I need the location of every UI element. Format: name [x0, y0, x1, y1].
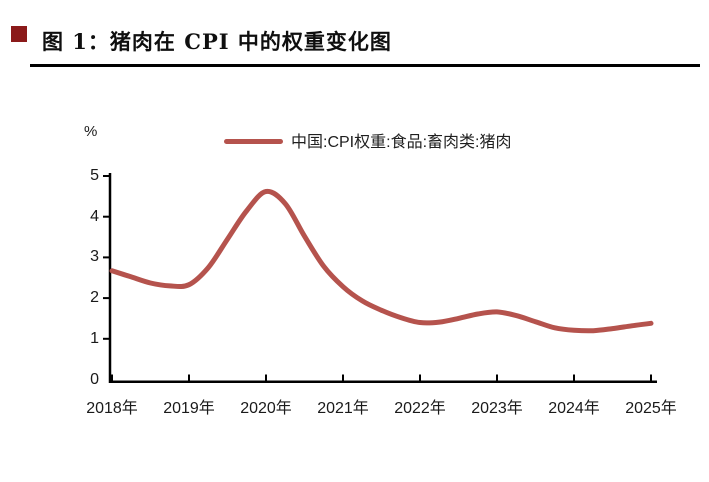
- x-tick-label: 2023年: [471, 400, 523, 417]
- y-tick-label: 0: [90, 370, 99, 388]
- x-tick-label: 2024年: [548, 400, 600, 417]
- legend-label: 中国:CPI权重:食品:畜肉类:猪肉: [291, 134, 512, 151]
- y-tick-label: 2: [90, 289, 99, 307]
- x-tick-label: 2018年: [86, 400, 138, 417]
- figure-title: 图 1：猪肉在 CPI 中的权重变化图: [42, 29, 392, 54]
- x-tick-label: 2025年: [625, 400, 677, 417]
- y-tick-label: 5: [90, 167, 99, 184]
- x-tick-label: 2021年: [317, 400, 369, 417]
- series-line-pork-cpi-weight: [109, 188, 654, 334]
- y-axis-unit-label: %: [84, 123, 98, 140]
- title-underline: [30, 64, 700, 67]
- y-tick-label: 3: [90, 248, 99, 266]
- y-tick-label: 4: [90, 207, 99, 225]
- x-tick-label: 2022年: [394, 400, 446, 417]
- x-tick-label: 2019年: [163, 400, 215, 417]
- x-tick-label: 2020年: [240, 400, 292, 417]
- chart-legend: 中国:CPI权重:食品:畜肉类:猪肉: [224, 128, 511, 152]
- y-tick-label: 1: [90, 329, 99, 347]
- title-marker-square: [11, 26, 27, 42]
- legend-line-swatch: [224, 138, 283, 144]
